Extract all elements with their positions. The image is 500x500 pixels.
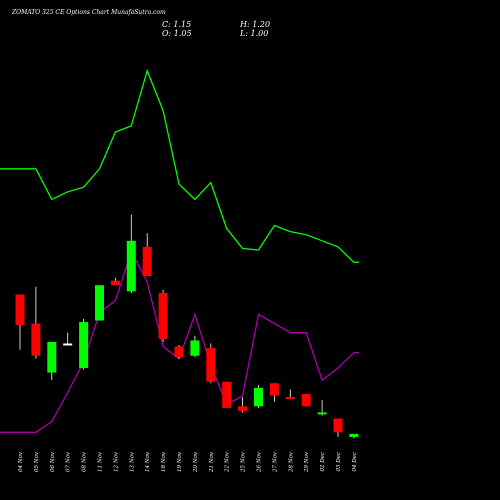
x-tick-label: 29 Nov xyxy=(304,451,310,473)
candle-body xyxy=(206,348,216,382)
candle-body xyxy=(126,240,136,292)
candle-body xyxy=(110,280,120,286)
candle-body xyxy=(15,294,25,326)
series-line-2 xyxy=(0,249,359,433)
candle-body xyxy=(269,383,279,396)
candle-body xyxy=(79,322,89,368)
candle xyxy=(254,384,263,408)
x-tick-label: 27 Nov xyxy=(272,451,278,473)
candle xyxy=(15,294,25,350)
candle xyxy=(47,341,57,381)
x-tick-label: 07 Nov xyxy=(66,451,72,472)
candle xyxy=(190,335,200,358)
candle-body xyxy=(158,292,168,339)
x-tick-label: 28 Nov xyxy=(288,451,294,473)
candle xyxy=(126,214,136,293)
candle-body xyxy=(285,397,295,400)
candle-body xyxy=(317,412,327,415)
candle-body xyxy=(63,343,73,346)
candle-body xyxy=(47,341,57,373)
x-tick-label: 02 Dec xyxy=(320,452,326,472)
open-value: O: 1.05 xyxy=(162,29,192,38)
x-tick-label: 04 Dec xyxy=(352,452,358,472)
low-value: L: 1.00 xyxy=(240,29,269,38)
x-tick-label: 04 Nov xyxy=(18,451,24,472)
candle xyxy=(301,394,311,407)
x-tick-label: 21 Nov xyxy=(209,451,215,473)
x-tick-label: 03 Dec xyxy=(336,452,342,472)
x-tick-label: 08 Nov xyxy=(82,451,88,472)
candle-body xyxy=(238,406,248,411)
candle xyxy=(317,400,327,416)
x-tick-label: 19 Nov xyxy=(177,451,183,472)
close-value: C: 1.15 xyxy=(162,20,192,29)
candle xyxy=(222,381,232,408)
candle-body xyxy=(349,433,359,437)
chart-title: ZOMATO 325 CE Options Chart MunafaSutra.… xyxy=(12,9,166,16)
candle xyxy=(142,233,152,277)
candle-body xyxy=(174,346,184,358)
x-tick-label: 22 Nov xyxy=(225,451,231,473)
candle-body xyxy=(301,394,311,407)
candle xyxy=(285,389,295,400)
candle xyxy=(79,318,89,370)
candle xyxy=(269,383,279,402)
x-tick-label: 18 Nov xyxy=(161,451,167,472)
candle-body xyxy=(31,323,41,356)
x-tick-label: 25 Nov xyxy=(241,451,247,473)
x-tick-label: 14 Nov xyxy=(145,451,151,472)
candle-body xyxy=(333,418,343,433)
x-tick-label: 20 Nov xyxy=(193,451,199,473)
candle-body xyxy=(254,387,263,407)
candle xyxy=(206,343,216,384)
candle-body xyxy=(222,381,232,408)
candle-body xyxy=(95,285,104,321)
candle-body xyxy=(190,340,200,356)
candle xyxy=(238,397,248,413)
candle xyxy=(63,332,73,346)
x-tick-label: 06 Nov xyxy=(50,451,56,472)
candle xyxy=(174,345,184,359)
candle xyxy=(333,418,343,437)
candle-body xyxy=(142,246,152,277)
x-tick-label: 11 Nov xyxy=(98,451,104,472)
x-tick-label: 05 Nov xyxy=(34,451,40,472)
x-tick-label: 26 Nov xyxy=(257,451,263,473)
x-tick-label: 13 Nov xyxy=(129,451,135,472)
candle xyxy=(31,286,41,359)
candle xyxy=(95,285,104,321)
series-line-1 xyxy=(0,68,359,263)
high-value: H: 1.20 xyxy=(240,20,271,29)
candle xyxy=(110,277,120,286)
candle xyxy=(349,433,359,439)
x-tick-label: 12 Nov xyxy=(113,451,119,472)
candle xyxy=(158,289,168,342)
